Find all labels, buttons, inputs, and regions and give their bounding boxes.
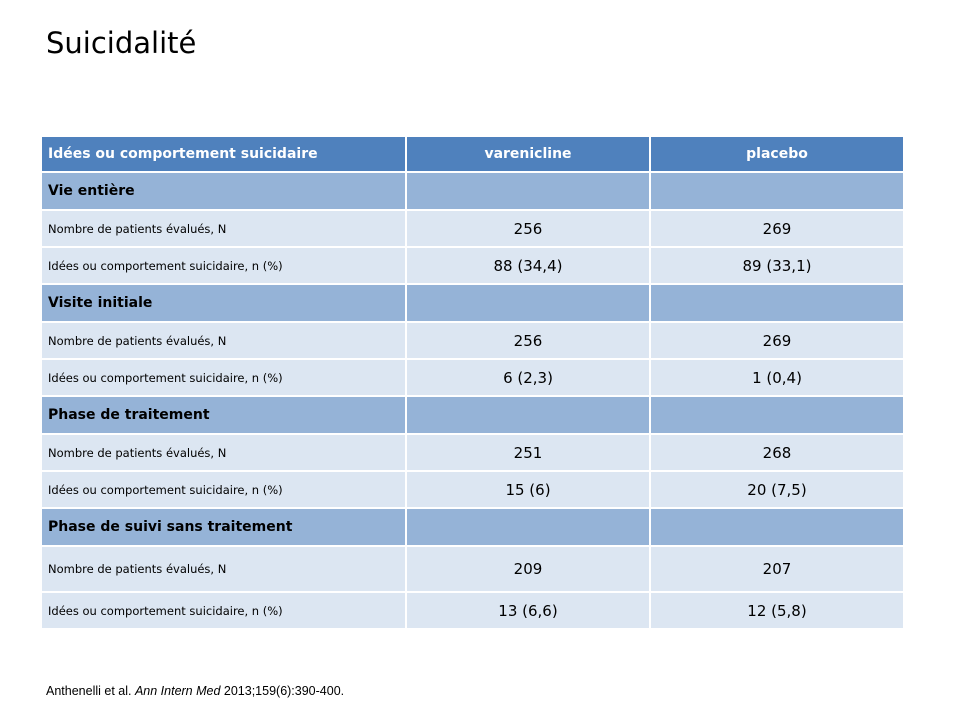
section-empty-cell: [649, 171, 905, 211]
header-criterion: Idées ou comportement suicidaire: [40, 135, 407, 173]
section-empty-cell: [405, 507, 651, 547]
row-label: Idées ou comportement suicidaire, n (%): [40, 358, 407, 397]
placebo-value: 12 (5,8): [649, 591, 905, 630]
placebo-value: 207: [649, 545, 905, 593]
table-row: Idées ou comportement suicidaire, n (%) …: [40, 591, 905, 630]
row-label: Nombre de patients évalués, N: [40, 321, 407, 360]
section-empty-cell: [649, 507, 905, 547]
row-label: Nombre de patients évalués, N: [40, 209, 407, 248]
section-row: Visite initiale: [40, 283, 905, 323]
header-placebo: placebo: [649, 135, 905, 173]
section-row: Phase de traitement: [40, 395, 905, 435]
section-empty-cell: [649, 395, 905, 435]
section-empty-cell: [405, 395, 651, 435]
varenicline-value: 256: [405, 321, 651, 360]
suicidality-table: Idées ou comportement suicidaire varenic…: [40, 135, 905, 630]
table-row: Idées ou comportement suicidaire, n (%) …: [40, 358, 905, 397]
varenicline-value: 88 (34,4): [405, 246, 651, 285]
varenicline-value: 15 (6): [405, 470, 651, 509]
citation: Anthenelli et al. Ann Intern Med 2013;15…: [46, 684, 344, 698]
table-row: Nombre de patients évalués, N 256 269: [40, 321, 905, 360]
row-label: Idées ou comportement suicidaire, n (%): [40, 591, 407, 630]
section-row: Vie entière: [40, 171, 905, 211]
row-label: Idées ou comportement suicidaire, n (%): [40, 246, 407, 285]
table-row: Idées ou comportement suicidaire, n (%) …: [40, 246, 905, 285]
varenicline-value: 209: [405, 545, 651, 593]
row-label: Nombre de patients évalués, N: [40, 433, 407, 472]
page-title: Suicidalité: [46, 26, 197, 60]
section-label: Phase de traitement: [40, 395, 407, 435]
table-row: Nombre de patients évalués, N 251 268: [40, 433, 905, 472]
table-row: Idées ou comportement suicidaire, n (%) …: [40, 470, 905, 509]
citation-authors: Anthenelli et al.: [46, 684, 135, 698]
section-row: Phase de suivi sans traitement: [40, 507, 905, 547]
placebo-value: 1 (0,4): [649, 358, 905, 397]
citation-journal: Ann Intern Med: [134, 684, 221, 698]
row-label: Nombre de patients évalués, N: [40, 545, 407, 593]
row-label: Idées ou comportement suicidaire, n (%): [40, 470, 407, 509]
placebo-value: 20 (7,5): [649, 470, 905, 509]
varenicline-value: 13 (6,6): [405, 591, 651, 630]
header-varenicline: varenicline: [405, 135, 651, 173]
table-row: Nombre de patients évalués, N 209 207: [40, 545, 905, 593]
varenicline-value: 6 (2,3): [405, 358, 651, 397]
table-row: Nombre de patients évalués, N 256 269: [40, 209, 905, 248]
citation-details: 2013;159(6):390-400.: [220, 684, 345, 698]
placebo-value: 89 (33,1): [649, 246, 905, 285]
table-header-row: Idées ou comportement suicidaire varenic…: [40, 135, 905, 173]
section-label: Vie entière: [40, 171, 407, 211]
placebo-value: 269: [649, 321, 905, 360]
section-empty-cell: [405, 171, 651, 211]
section-empty-cell: [405, 283, 651, 323]
placebo-value: 268: [649, 433, 905, 472]
section-label: Phase de suivi sans traitement: [40, 507, 407, 547]
section-label: Visite initiale: [40, 283, 407, 323]
section-empty-cell: [649, 283, 905, 323]
varenicline-value: 256: [405, 209, 651, 248]
varenicline-value: 251: [405, 433, 651, 472]
placebo-value: 269: [649, 209, 905, 248]
